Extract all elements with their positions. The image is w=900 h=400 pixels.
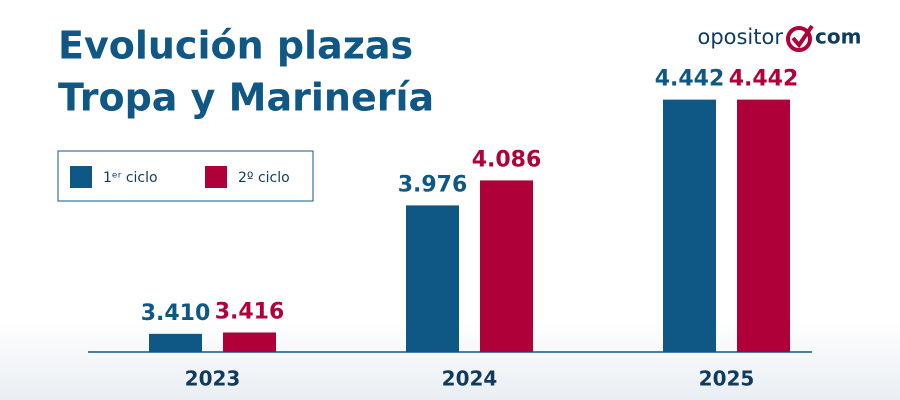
x-tick-label: 2023 bbox=[185, 367, 241, 391]
bar bbox=[663, 99, 716, 352]
value-label: 4.086 bbox=[472, 147, 542, 172]
legend-label: 2º ciclo bbox=[238, 170, 290, 186]
value-label: 4.442 bbox=[655, 67, 725, 92]
logo: opositor com bbox=[697, 24, 861, 52]
value-label: 3.416 bbox=[215, 299, 285, 324]
logo-text: com bbox=[815, 25, 861, 49]
chart-title: Tropa y Marinería bbox=[58, 76, 434, 120]
legend-swatch bbox=[205, 166, 227, 188]
bar bbox=[223, 332, 276, 352]
legend-swatch bbox=[70, 166, 92, 188]
bar bbox=[406, 205, 459, 352]
legend-box bbox=[57, 150, 314, 202]
bar bbox=[737, 99, 790, 352]
logo-icon bbox=[786, 26, 812, 52]
chart-title: Evolución plazas bbox=[58, 24, 413, 68]
x-tick-label: 2024 bbox=[442, 367, 498, 391]
legend-label: 1ᵉʳ ciclo bbox=[103, 170, 158, 186]
value-label: 4.442 bbox=[729, 67, 799, 92]
logo-check bbox=[791, 24, 814, 49]
bar bbox=[480, 180, 533, 352]
x-tick-label: 2025 bbox=[699, 367, 755, 391]
logo-text: opositor bbox=[697, 25, 783, 49]
value-label: 3.976 bbox=[398, 172, 468, 197]
value-label: 3.410 bbox=[141, 301, 211, 326]
bar bbox=[149, 333, 202, 352]
